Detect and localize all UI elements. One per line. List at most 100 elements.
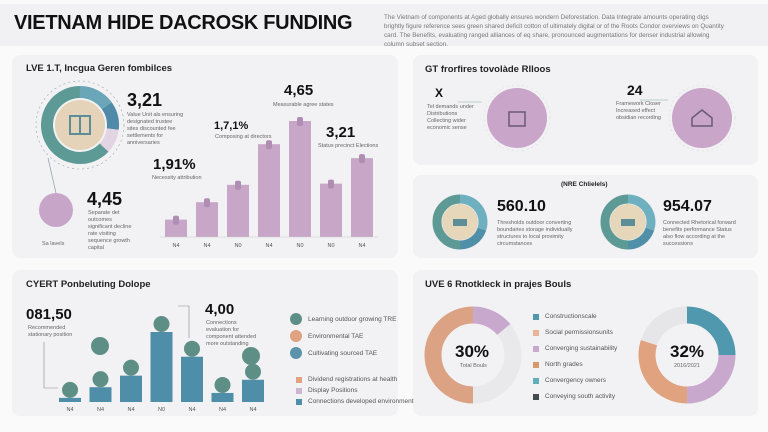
donut2-slice bbox=[686, 306, 736, 356]
panel3-donut-slice bbox=[459, 227, 487, 250]
legend-label: Connections developed environment bbox=[308, 398, 414, 405]
legend-label: Convergency owners bbox=[545, 377, 607, 384]
panel3-stat2-text: Connected Rhetorical forward benefits pe… bbox=[663, 220, 736, 247]
panel1-stat1: 3,21 bbox=[127, 90, 163, 110]
legend-swatch-icon bbox=[533, 329, 539, 336]
panel2-stat2: 24 bbox=[627, 82, 643, 98]
legend-swatch-icon bbox=[533, 393, 539, 400]
bar bbox=[120, 375, 142, 402]
legend-dot-icon bbox=[290, 347, 302, 359]
small-circle bbox=[39, 193, 73, 227]
donut2-center: 32% bbox=[670, 342, 705, 361]
donut2-slice bbox=[638, 340, 688, 404]
bar bbox=[227, 184, 249, 237]
panel3-donut-slice bbox=[627, 227, 655, 250]
panel3-title: (NRE Chlielels) bbox=[561, 181, 608, 188]
x-tick-label: N4 bbox=[358, 243, 365, 249]
legend-label: Conveying south activity bbox=[545, 393, 616, 400]
person-head-icon bbox=[184, 340, 200, 357]
panel1-stat2: 4,45 bbox=[87, 189, 123, 209]
panel2-stat1: X bbox=[435, 86, 444, 100]
panel1-circle-label: Sa lavels bbox=[42, 241, 65, 247]
bar-marker bbox=[297, 117, 303, 126]
legend-swatch-icon bbox=[533, 361, 539, 368]
panel3-stat2: 954.07 bbox=[663, 198, 712, 215]
legend-swatch-icon bbox=[533, 313, 539, 320]
bar bbox=[150, 332, 173, 402]
bar bbox=[289, 121, 311, 237]
building-icon-bg bbox=[487, 88, 547, 148]
donut2-sub: 2016/2021 bbox=[674, 363, 700, 369]
bar-annotation-1-text: Measurable agree states bbox=[273, 102, 334, 108]
circle-outline bbox=[668, 84, 736, 152]
x-tick-label: N4 bbox=[172, 243, 179, 249]
legend-label: Converging sustainability bbox=[545, 345, 618, 352]
x-tick-label: N0 bbox=[296, 243, 303, 249]
bar bbox=[89, 387, 112, 402]
person-head-icon bbox=[245, 363, 261, 380]
panel3-stat1-text: Thresholds outdoor converting boundaries… bbox=[497, 220, 573, 247]
panel2-title: GT frorfires tovolàde Rlloos bbox=[425, 64, 551, 75]
legend-item: Display Positions bbox=[296, 387, 414, 394]
panel1-donut-slice bbox=[41, 86, 109, 164]
connector-line bbox=[47, 157, 57, 194]
factory-icon bbox=[453, 219, 467, 226]
bar bbox=[351, 158, 373, 237]
legend-swatch-icon bbox=[533, 377, 539, 384]
panel1-stat2-text: Separate det outcomes significant declin… bbox=[88, 210, 132, 251]
bar-annotation-3-text: Necessity attribution bbox=[152, 175, 202, 181]
legend-item: North grades bbox=[533, 361, 617, 368]
bar bbox=[320, 183, 342, 237]
x-tick-label: N4 bbox=[249, 407, 256, 413]
legend-swatch-icon bbox=[533, 345, 539, 352]
circle-outline bbox=[483, 84, 551, 152]
x-tick-label: N4 bbox=[66, 407, 73, 413]
panel3-donut-slice bbox=[627, 194, 656, 231]
legend-dot-icon bbox=[290, 330, 302, 342]
bar bbox=[196, 202, 218, 237]
panel4-stat1: 081,50 bbox=[26, 306, 72, 323]
tool-icon bbox=[621, 219, 635, 226]
panel3-donut-slice bbox=[600, 194, 629, 250]
panel1-donut-slice bbox=[101, 102, 119, 130]
legend-label: Learning outdoor growing TRE bbox=[308, 315, 397, 323]
bar bbox=[242, 379, 264, 402]
legend-swatch-icon bbox=[296, 398, 302, 405]
legend-item: Constructionscale bbox=[533, 313, 617, 320]
legend-swatch-icon bbox=[296, 387, 302, 394]
bar-annotation-4: 3,21 bbox=[326, 124, 356, 141]
legend-label: Cultivating sourced TAE bbox=[308, 349, 378, 357]
panel1-donut-slice bbox=[99, 128, 119, 152]
x-tick-label: N4 bbox=[265, 243, 272, 249]
bar-annotation-2: 1,7,1% bbox=[214, 120, 249, 132]
badge-icon bbox=[91, 337, 109, 355]
legend-item: Cultivating sourced TAE bbox=[290, 347, 396, 359]
panel3-stat1: 560.10 bbox=[497, 198, 546, 215]
donut2-slice bbox=[686, 354, 736, 404]
house-icon-bg bbox=[672, 88, 732, 148]
legend-item: Connections developed environment bbox=[296, 398, 414, 405]
bar-annotation-2-text: Composing at directors bbox=[215, 134, 272, 140]
person-head-icon bbox=[153, 316, 170, 332]
x-tick-label: N0 bbox=[234, 243, 241, 249]
building-icon bbox=[508, 111, 526, 127]
person-head-icon bbox=[123, 359, 139, 376]
legend-dot-icon bbox=[290, 313, 302, 325]
bar-marker bbox=[266, 140, 272, 150]
legend-swatch-icon bbox=[296, 376, 302, 383]
x-tick-label: N0 bbox=[327, 243, 334, 249]
panel4-stat1-text: Recommended stationary position bbox=[28, 325, 73, 338]
legend-label: Social permissionsunits bbox=[545, 329, 613, 336]
panel4-legend-squares: Dividend registrations at health Display… bbox=[296, 376, 414, 405]
x-tick-label: N4 bbox=[188, 407, 195, 413]
house-icon bbox=[691, 109, 713, 127]
donut1-slice bbox=[472, 306, 511, 336]
person-head-icon bbox=[214, 376, 231, 393]
panel5-legend: Constructionscale Social permissionsunit… bbox=[533, 313, 617, 400]
panel1-stat1-text: Value Unit als ensuring designated trust… bbox=[127, 112, 184, 146]
legend-label: Display Positions bbox=[308, 387, 358, 394]
legend-item: Convergency owners bbox=[533, 377, 617, 384]
panel4-legend-dots: Learning outdoor growing TRE Environment… bbox=[290, 313, 396, 359]
connector-line bbox=[178, 305, 190, 338]
